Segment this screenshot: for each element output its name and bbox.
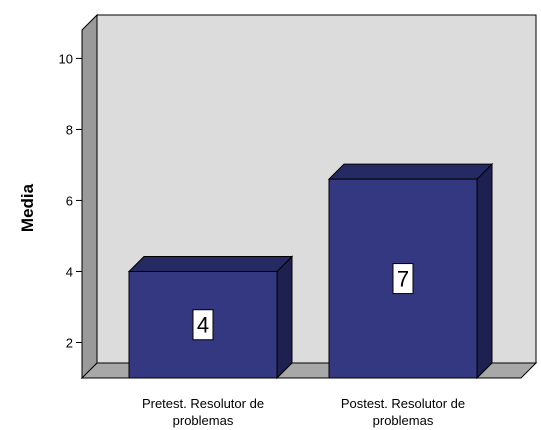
data-label-box: [192, 309, 214, 341]
data-label: 4: [197, 313, 209, 338]
bar-side: [476, 162, 493, 380]
bars: 47: [127, 162, 494, 380]
y-axis-label: Media: [18, 183, 37, 232]
bar-top: [127, 255, 294, 272]
y-tick-label: 8: [66, 122, 73, 137]
x-category-label: problemas: [173, 413, 234, 428]
data-label-box: [392, 263, 414, 295]
y-tick-label: 4: [66, 264, 73, 279]
x-category-label: Postest. Resolutor de: [341, 396, 465, 411]
bar: 4: [127, 255, 294, 380]
y-tick-label: 10: [59, 51, 73, 66]
x-category-label: Pretest. Resolutor de: [142, 396, 264, 411]
category-labels: Pretest. Resolutor de problemas Postest. R…: [142, 396, 465, 428]
data-label: 7: [397, 267, 409, 292]
y-tick-label: 6: [66, 193, 73, 208]
bar-top: [327, 163, 494, 180]
y-tick-label: 2: [66, 335, 73, 350]
chart-side-wall: [81, 13, 98, 380]
x-category-label: problemas: [373, 413, 434, 428]
bar: 7: [327, 162, 494, 380]
y-axis-ticks: 2 4 6 8 10: [59, 51, 82, 350]
bar-side: [276, 255, 293, 380]
